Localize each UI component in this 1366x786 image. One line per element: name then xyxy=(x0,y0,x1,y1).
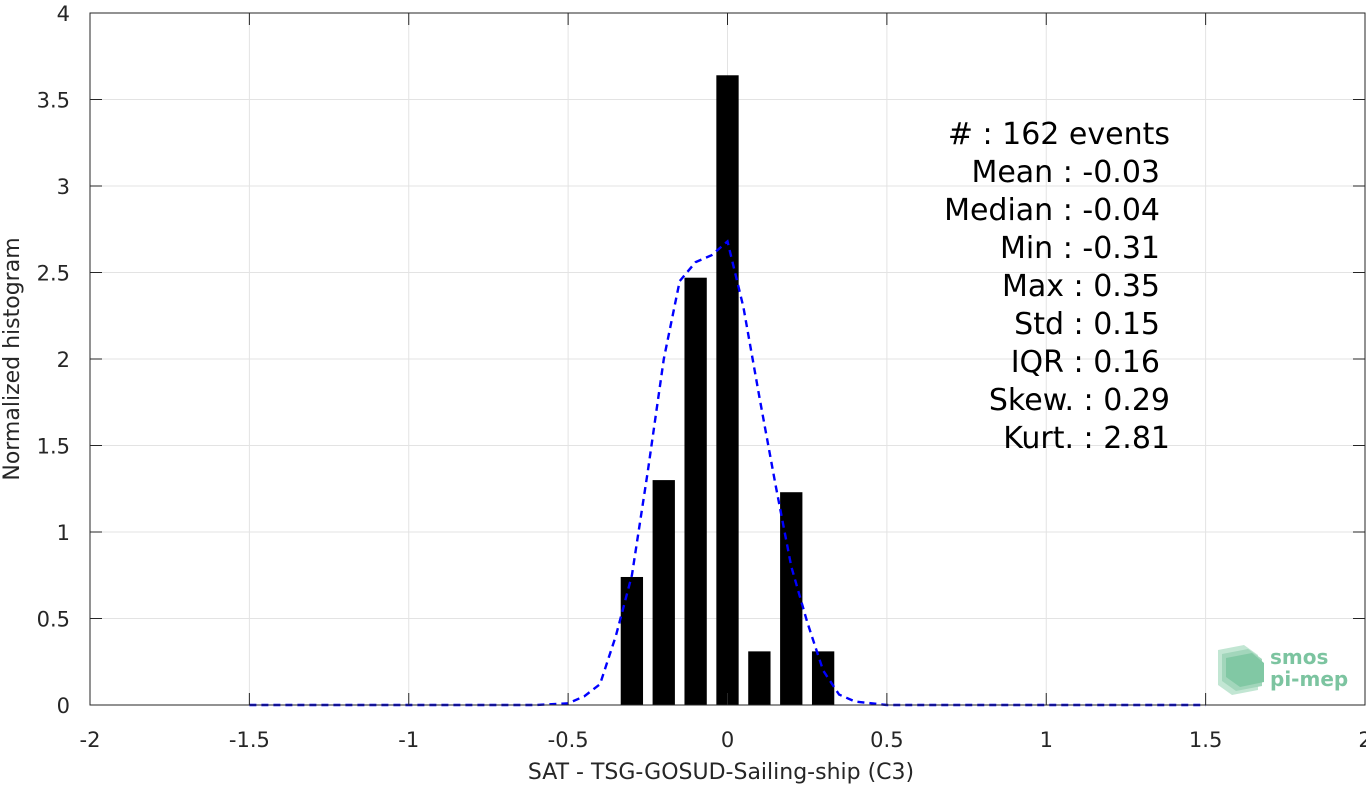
stat-kurt: Kurt. : 2.81 xyxy=(1003,421,1170,456)
x-tick-label: 0 xyxy=(721,728,734,752)
x-tick-label: -2 xyxy=(80,728,101,752)
stats-box: # : 162 events Mean : -0.03 Median : -0.… xyxy=(944,117,1170,456)
axis-ticks xyxy=(89,12,1366,706)
y-tick-label: 3.5 xyxy=(37,89,70,113)
stat-mean: Mean : -0.03 xyxy=(971,155,1160,190)
y-tick-labels: 0 0.5 1 1.5 2 2.5 3 3.5 4 xyxy=(37,2,70,718)
histogram-bar xyxy=(684,277,707,705)
x-tick-labels: -2 -1.5 -1 -0.5 0 0.5 1 1.5 2 xyxy=(80,728,1366,752)
y-axis-label: Normalized histogram xyxy=(0,237,25,480)
y-tick-label: 0.5 xyxy=(37,608,70,632)
stat-std: Std : 0.15 xyxy=(1014,307,1160,342)
histogram-bar xyxy=(811,651,835,705)
y-tick-label: 3 xyxy=(57,175,70,199)
y-tick-label: 1.5 xyxy=(37,435,70,459)
histogram-bar xyxy=(716,75,739,705)
y-tick-label: 1 xyxy=(57,521,70,545)
smos-pimep-logo: smos pi-mep xyxy=(1218,645,1348,695)
x-tick-label: 1 xyxy=(1040,728,1053,752)
y-tick-label: 0 xyxy=(57,694,70,718)
x-tick-label: 2 xyxy=(1358,728,1366,752)
x-tick-label: -0.5 xyxy=(548,728,589,752)
stat-iqr: IQR : 0.16 xyxy=(1011,345,1160,380)
histogram-bar xyxy=(652,480,675,705)
logo-text-smos: smos xyxy=(1270,645,1328,669)
histogram-bar xyxy=(780,492,803,705)
histogram-bar xyxy=(620,576,644,705)
fit-curve-line xyxy=(249,239,1206,707)
y-tick-label: 2 xyxy=(57,348,70,372)
stat-skew: Skew. : 0.29 xyxy=(989,383,1170,418)
logo-text-pimep: pi-mep xyxy=(1270,667,1348,691)
x-tick-label: -1 xyxy=(398,728,419,752)
histogram-bars xyxy=(620,75,835,705)
histogram-bar xyxy=(748,651,771,705)
x-tick-label: -1.5 xyxy=(229,728,270,752)
stat-events: # : 162 events xyxy=(948,117,1170,152)
stat-median: Median : -0.04 xyxy=(944,193,1160,228)
y-tick-label: 2.5 xyxy=(37,262,70,286)
y-tick-label: 4 xyxy=(57,2,70,26)
x-axis-label: SAT - TSG-GOSUD-Sailing-ship (C3) xyxy=(528,760,914,785)
stat-max: Max : 0.35 xyxy=(1002,269,1160,304)
x-tick-label: 1.5 xyxy=(1189,728,1222,752)
x-tick-label: 0.5 xyxy=(870,728,903,752)
fit-curve xyxy=(249,239,1206,707)
logo-mark-icon xyxy=(1218,645,1264,695)
stat-min: Min : -0.31 xyxy=(1000,231,1160,266)
